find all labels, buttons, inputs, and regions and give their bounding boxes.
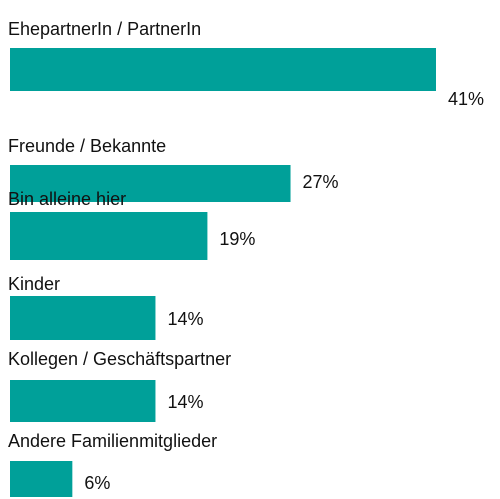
value-label: 19%	[219, 229, 255, 249]
category-label: Andere Familienmitglieder	[8, 431, 217, 451]
category-label: Kinder	[8, 274, 60, 294]
value-label: 41%	[448, 89, 484, 109]
bar	[10, 212, 208, 260]
category-label: Kollegen / Geschäftspartner	[8, 349, 231, 369]
bar	[10, 48, 436, 91]
category-label: Freunde / Bekannte	[8, 136, 166, 156]
bar	[10, 296, 156, 340]
value-label: 6%	[84, 473, 110, 493]
bar	[10, 165, 291, 202]
category-label: EhepartnerIn / PartnerIn	[8, 19, 201, 39]
bar	[10, 461, 73, 497]
value-label: 14%	[167, 309, 203, 329]
value-label: 27%	[303, 172, 339, 192]
value-label: 14%	[167, 392, 203, 412]
bar	[10, 380, 156, 422]
category-label: Bin alleine hier	[8, 189, 126, 209]
